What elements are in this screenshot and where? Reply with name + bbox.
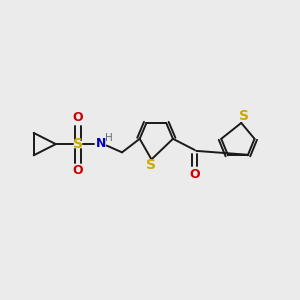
Text: N: N <box>96 137 106 150</box>
Text: S: S <box>73 137 83 151</box>
Text: O: O <box>73 111 83 124</box>
Text: H: H <box>105 133 113 142</box>
Text: S: S <box>238 110 249 123</box>
Text: O: O <box>189 168 200 181</box>
Text: O: O <box>73 164 83 177</box>
Text: S: S <box>146 158 157 172</box>
